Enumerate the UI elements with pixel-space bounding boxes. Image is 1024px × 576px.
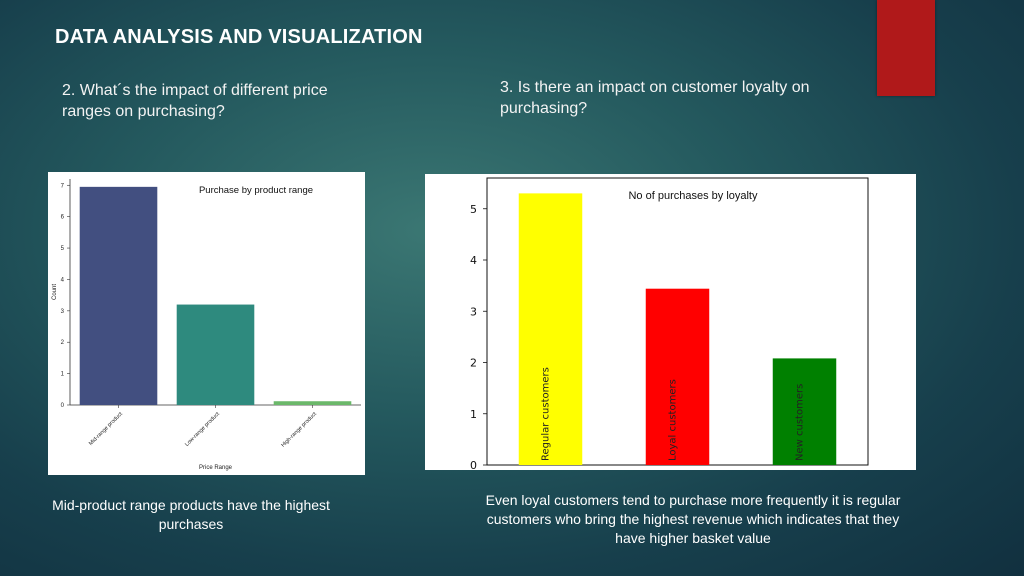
- y-tick-label: 2: [470, 357, 477, 370]
- x-axis-label: Price Range: [199, 465, 233, 471]
- price-range-chart: 0 1 2 3 4 5 6 7 Mid-range product Low-range produ…: [48, 172, 365, 475]
- y-tick-label: 3: [61, 309, 65, 315]
- slide-title: DATA ANALYSIS AND VISUALIZATION: [55, 26, 423, 48]
- y-axis-label: Count: [52, 284, 58, 300]
- x-tick-label: High-range product: [280, 411, 318, 449]
- red-accent-bar: [877, 0, 935, 96]
- y-tick-label: 4: [470, 254, 477, 267]
- chart-title: Purchase by product range: [199, 185, 313, 196]
- x-tick-label: Low-range product: [184, 411, 221, 448]
- bar-mid-range-product: [79, 186, 158, 405]
- bar-label: New customers: [795, 384, 806, 461]
- loyalty-chart: 0 1 2 3 4 5 Regular customers Loyal customers Ne…: [425, 174, 916, 470]
- y-tick-label: 7: [61, 183, 65, 189]
- price-range-chart-svg: 0 1 2 3 4 5 6 7 Mid-range product Low-range produ…: [52, 179, 361, 471]
- y-tick-label: 1: [470, 408, 477, 421]
- y-tick-label: 0: [61, 403, 65, 409]
- y-tick-label: 1: [61, 372, 65, 378]
- y-tick-label: 2: [61, 340, 65, 346]
- loyalty-chart-svg: 0 1 2 3 4 5 Regular customers Loyal customers Ne…: [470, 177, 869, 470]
- question-price-ranges: 2. What´s the impact of different price …: [62, 82, 328, 120]
- bar-regular-customers: [518, 193, 583, 465]
- y-tick-label: 5: [470, 203, 477, 216]
- bar-low-range-product: [176, 304, 255, 405]
- question-customer-loyalty: 3. Is there an impact on customer loyalt…: [500, 79, 810, 117]
- bar-high-range-product: [273, 401, 352, 405]
- y-tick-label: 5: [61, 246, 65, 252]
- y-tick-label: 0: [470, 459, 477, 470]
- y-tick-label: 6: [61, 215, 65, 221]
- y-tick-label: 3: [470, 305, 477, 318]
- chart-title: No of purchases by loyalty: [628, 190, 758, 202]
- bar-label: Loyal customers: [668, 379, 679, 461]
- loyalty-caption: Even loyal customers tend to purchase mo…: [485, 492, 901, 546]
- x-tick-label: Mid-range product: [88, 411, 124, 447]
- y-tick-label: 4: [61, 277, 65, 283]
- bar-loyal-customers: [645, 288, 710, 465]
- bar-new-customers: [772, 358, 837, 465]
- bar-label: Regular customers: [541, 367, 552, 461]
- price-range-caption: Mid-product range products have the high…: [52, 497, 330, 532]
